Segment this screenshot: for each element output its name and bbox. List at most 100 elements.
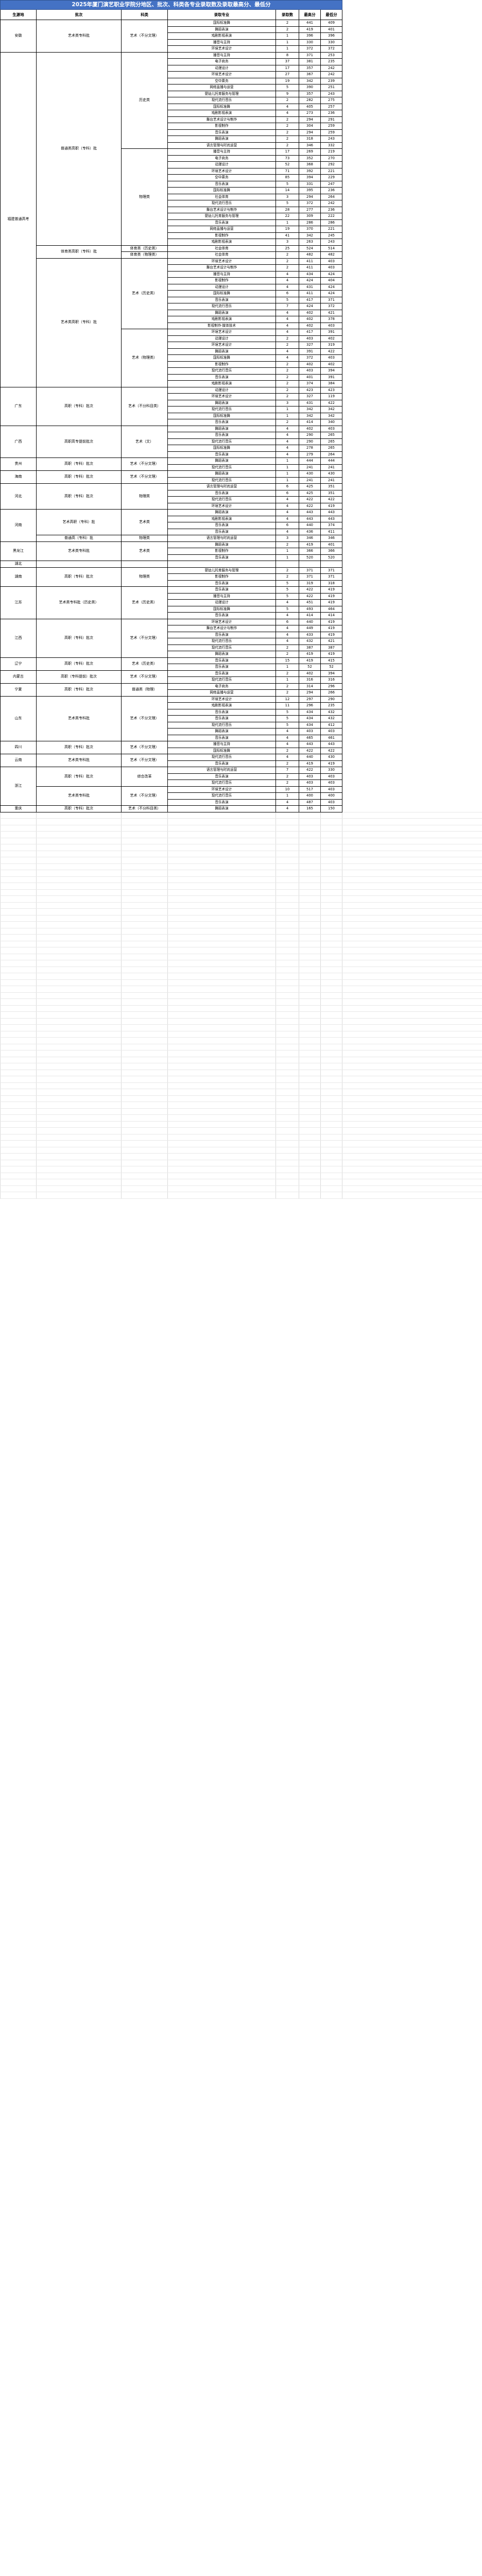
row-pad <box>342 548 482 554</box>
empty-sheet-row <box>0 1179 482 1186</box>
max-score: 405 <box>299 103 321 110</box>
admitted-count: 2 <box>276 779 299 787</box>
table-row: 社会体育 3 294 264 <box>1 193 482 200</box>
min-score: 394 <box>320 367 343 375</box>
row-pad <box>342 689 482 696</box>
empty-cell <box>167 1018 276 1025</box>
empty-cell <box>0 876 37 883</box>
max-score: 342 <box>299 77 321 84</box>
admitted-count: 4 <box>276 451 299 458</box>
max-score: 316 <box>299 676 321 684</box>
empty-cell <box>299 1063 321 1070</box>
row-pad <box>342 818 482 825</box>
major-name: 音乐表演 <box>167 180 276 188</box>
max-score: 371 <box>299 573 321 581</box>
empty-cell <box>276 1121 299 1128</box>
max-score: 387 <box>299 644 321 651</box>
batch-name: 艺术类专科批 <box>36 754 122 767</box>
row-pad <box>342 445 482 451</box>
max-score: 52 <box>299 664 321 671</box>
table-row: 广东 高职（专科）批次 艺术（不分科目类） 动漫设计 2 423 423 <box>0 386 482 426</box>
empty-cell <box>320 1127 343 1134</box>
min-score: 374 <box>320 522 343 529</box>
admitted-count: 4 <box>276 502 299 510</box>
empty-cell <box>299 1179 321 1186</box>
table-row: 艺术（物理类） 环境艺术设计 4 417 391 <box>1 329 482 387</box>
empty-sheet-row <box>0 1101 482 1109</box>
row-pad <box>342 529 482 535</box>
admitted-count: 7 <box>276 767 299 774</box>
row-pad <box>342 239 482 245</box>
min-score: 366 <box>320 548 343 555</box>
row-pad <box>342 914 482 922</box>
region-name: 海南 <box>0 470 37 484</box>
column-header-row: 生源地 批次 科类 录取专业 录取数 最高分 最低分 <box>0 9 482 20</box>
row-pad <box>342 71 482 78</box>
max-score: 517 <box>299 786 321 793</box>
row-pad <box>342 567 482 574</box>
admitted-count: 4 <box>276 445 299 452</box>
admitted-count: 25 <box>276 245 299 252</box>
max-score: 440 <box>299 754 321 761</box>
col-header-min: 最低分 <box>320 9 343 20</box>
row-pad <box>342 850 482 857</box>
empty-cell <box>36 889 122 896</box>
empty-cell <box>0 870 37 877</box>
empty-cell <box>167 831 276 838</box>
table-row: 国际标准舞 6 411 424 <box>1 290 482 297</box>
row-pad <box>342 973 482 980</box>
empty-sheet-row <box>0 1172 482 1179</box>
empty-cell <box>121 837 168 844</box>
min-score: 403 <box>320 354 343 362</box>
empty-cell <box>36 818 122 825</box>
empty-cell <box>167 818 276 825</box>
table-row: 电子商务 73 352 270 <box>1 155 482 162</box>
table-row: 湖北 <box>0 561 482 568</box>
major-name: 现代流行音乐 <box>167 792 276 800</box>
empty-cell <box>299 1089 321 1096</box>
admitted-count: 6 <box>276 290 299 297</box>
min-score: 236 <box>320 187 343 194</box>
max-score: 165 <box>299 805 321 812</box>
min-score: 296 <box>320 683 343 690</box>
row-pad <box>342 135 482 142</box>
min-score: 229 <box>320 174 343 181</box>
max-score: 304 <box>299 123 321 130</box>
row-pad <box>342 554 482 561</box>
empty-cell <box>0 1127 37 1134</box>
empty-cell <box>276 837 299 844</box>
major-name: 动漫设计 <box>167 335 276 342</box>
table-row: 舞台艺术设计与制作 2 411 403 <box>1 264 482 272</box>
empty-cell <box>299 1108 321 1115</box>
row-pad <box>342 187 482 194</box>
max-score: 520 <box>299 554 321 561</box>
row-pad <box>342 638 482 645</box>
empty-cell <box>320 1185 343 1192</box>
empty-cell <box>0 1018 37 1025</box>
major-name: 婴幼儿托育服务与管理 <box>167 213 276 220</box>
empty-sheet-row <box>0 1166 482 1173</box>
row-pad <box>342 419 482 426</box>
empty-cell <box>320 1121 343 1128</box>
empty-cell <box>0 1146 37 1154</box>
major-name: 社会体育 <box>167 251 276 259</box>
min-score <box>320 561 343 568</box>
empty-cell <box>0 850 37 857</box>
row-pad <box>342 1076 482 1083</box>
row-pad <box>342 161 482 168</box>
admitted-count: 2 <box>276 361 299 368</box>
major-name: 播音与主持 <box>167 52 276 59</box>
empty-cell <box>121 979 168 986</box>
empty-cell <box>0 973 37 980</box>
table-row: 现代流行音乐 7 424 372 <box>1 303 482 310</box>
empty-cell <box>0 1076 37 1083</box>
max-score: 419 <box>299 651 321 658</box>
empty-cell <box>0 811 37 819</box>
row-pad <box>342 483 482 490</box>
major-name: 戏剧影视表演 <box>167 32 276 40</box>
empty-cell <box>121 940 168 947</box>
min-score: 394 <box>320 670 343 677</box>
row-pad <box>342 831 482 838</box>
row-pad <box>342 1179 482 1186</box>
category-name: 艺术（不分文理） <box>121 786 168 806</box>
